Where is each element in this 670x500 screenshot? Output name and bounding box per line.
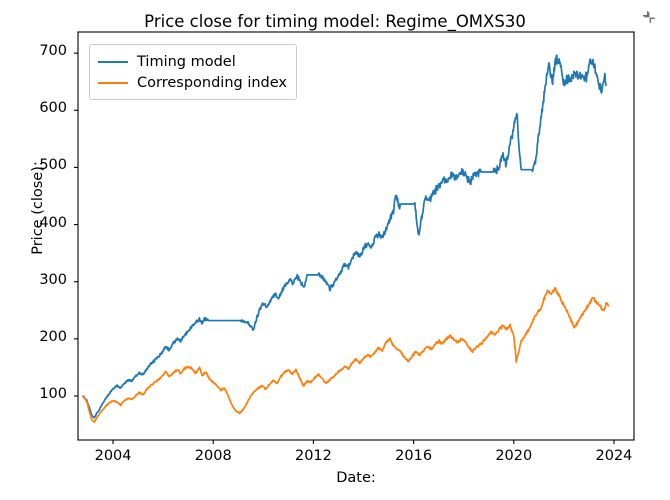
- legend-label-corresponding-index: Corresponding index: [137, 74, 287, 91]
- x-tick-label: 2020: [495, 448, 533, 464]
- y-tick-label: 600: [39, 100, 67, 117]
- y-tick-label: 400: [39, 214, 67, 231]
- y-tick-label: 100: [39, 386, 67, 402]
- legend-item-timing-model: Timing model: [98, 51, 287, 72]
- legend-swatch-corresponding-index: [98, 81, 128, 84]
- x-tick-label: 2008: [194, 448, 232, 464]
- data-series-group: [82, 54, 610, 423]
- plot-area: [77, 31, 635, 441]
- page-title: Price close for timing model: Regime_OMX…: [144, 12, 526, 31]
- axis-ticks: [74, 52, 615, 444]
- x-tick-label: 2004: [94, 448, 132, 464]
- y-axis-label: Price (close):: [30, 161, 46, 255]
- x-tick-label: 2016: [395, 448, 433, 464]
- series-line-timing-model: [82, 54, 607, 419]
- y-tick-label: 700: [39, 43, 67, 60]
- series-line-corresponding-index: [82, 286, 610, 423]
- chart-legend: Timing model Corresponding index: [89, 44, 297, 100]
- legend-item-corresponding-index: Corresponding index: [98, 72, 287, 93]
- x-tick-label: 2012: [294, 448, 332, 464]
- y-tick-label: 500: [39, 157, 67, 174]
- legend-label-timing-model: Timing model: [137, 53, 236, 70]
- x-axis-label: Date:: [336, 470, 376, 486]
- y-tick-label: 200: [39, 328, 67, 345]
- collapse-arrows-icon[interactable]: [640, 8, 658, 26]
- x-tick-label: 2024: [595, 448, 633, 464]
- y-tick-label: 300: [39, 271, 67, 288]
- legend-swatch-timing-model: [98, 60, 128, 63]
